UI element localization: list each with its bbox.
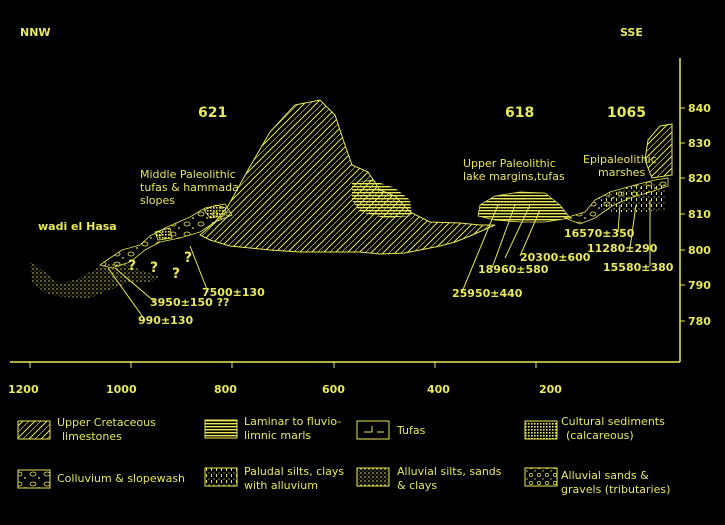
x-tick-800: 800 bbox=[214, 383, 237, 396]
legend-label: with alluvium bbox=[244, 479, 318, 492]
date-20300: 20300±600 bbox=[520, 251, 591, 264]
direction-right: SSE bbox=[620, 26, 643, 39]
cretaceous-massif bbox=[199, 99, 496, 255]
legend-label: gravels (tributaries) bbox=[561, 483, 670, 496]
y-tick-830: 830 bbox=[688, 137, 711, 150]
question-mark: ? bbox=[150, 260, 158, 276]
site-number-618: 618 bbox=[505, 105, 534, 121]
legend-label: limestones bbox=[62, 430, 122, 443]
y-tick-810: 810 bbox=[688, 208, 711, 221]
laminar-marls-block bbox=[352, 180, 412, 218]
date-16570: 16570±350 bbox=[564, 227, 635, 240]
date-990: 990±130 bbox=[138, 314, 193, 327]
date-3950: 3950±150 ?? bbox=[150, 296, 229, 309]
site-number-621: 621 bbox=[198, 105, 227, 121]
legend-label: Alluvial sands & bbox=[561, 469, 649, 482]
alluvial-fill-left bbox=[30, 262, 160, 298]
annotation-upper-paleolithic: Upper Paleolithic lake margins,tufas bbox=[463, 157, 565, 183]
legend-label: Paludal silts, clays bbox=[244, 465, 344, 478]
legend-swatch-tufas bbox=[356, 420, 390, 440]
y-tick-820: 820 bbox=[688, 172, 711, 185]
leader-lines bbox=[107, 200, 651, 321]
legend: Upper Cretaceous limestones Laminar to f… bbox=[17, 415, 670, 496]
legend-swatch-colluvium bbox=[17, 469, 51, 489]
annotation-line: Epipaleolithic bbox=[583, 153, 657, 166]
annotation-middle-paleolithic: Middle Paleolithic tufas & hammada slope… bbox=[140, 168, 239, 207]
legend-swatch-alluvial bbox=[356, 467, 390, 487]
place-label: wadi el Hasa bbox=[38, 220, 117, 233]
legend-label: (calcareous) bbox=[566, 429, 634, 442]
legend-label: Laminar to fluvio- bbox=[244, 415, 341, 428]
annotation-epipaleolithic: Epipaleolithic marshes bbox=[583, 153, 657, 179]
date-7500: 7500±130 bbox=[202, 286, 265, 299]
legend-swatch-laminar bbox=[204, 419, 238, 439]
lake-margin-cultural bbox=[490, 198, 530, 214]
site-number-1065: 1065 bbox=[607, 105, 646, 121]
date-11280: 11280±290 bbox=[587, 242, 658, 255]
x-axis: 1200 1000 800 600 400 200 bbox=[8, 361, 680, 396]
x-tick-1000: 1000 bbox=[106, 383, 137, 396]
x-tick-400: 400 bbox=[427, 383, 450, 396]
x-tick-600: 600 bbox=[322, 383, 345, 396]
legend-swatch-gravels bbox=[524, 467, 558, 487]
annotation-line: lake margins,tufas bbox=[463, 170, 565, 183]
question-mark: ? bbox=[184, 250, 192, 266]
legend-label: limnic marls bbox=[244, 429, 311, 442]
annotation-line: marshes bbox=[598, 166, 645, 179]
legend-label: Alluvial silts, sands bbox=[397, 465, 502, 478]
legend-label: Colluvium & slopewash bbox=[57, 472, 185, 485]
y-axis: 840 830 820 810 800 790 780 bbox=[679, 58, 711, 362]
y-tick-840: 840 bbox=[688, 102, 711, 115]
y-tick-790: 790 bbox=[688, 279, 711, 292]
legend-label: Tufas bbox=[396, 424, 426, 437]
annotation-line: Upper Paleolithic bbox=[463, 157, 556, 170]
cretaceous-right-edge bbox=[644, 123, 673, 179]
date-25950: 25950±440 bbox=[452, 287, 523, 300]
tufa-patch-left2 bbox=[154, 227, 173, 241]
legend-swatch-cultural bbox=[524, 420, 558, 440]
tufa-patch-left bbox=[203, 204, 227, 219]
x-tick-1200: 1200 bbox=[8, 383, 39, 396]
geology-profile bbox=[30, 99, 673, 298]
annotation-line: tufas & hammada bbox=[140, 181, 239, 194]
annotation-line: slopes bbox=[140, 194, 175, 207]
question-mark: ? bbox=[172, 266, 180, 282]
date-15580: 15580±380 bbox=[603, 261, 674, 274]
question-mark: ? bbox=[128, 258, 136, 274]
legend-label: Cultural sediments bbox=[561, 415, 665, 428]
direction-left: NNW bbox=[20, 26, 51, 39]
legend-label: & clays bbox=[397, 479, 437, 492]
date-18960: 18960±580 bbox=[478, 263, 549, 276]
legend-label: Upper Cretaceous bbox=[57, 416, 156, 429]
y-tick-800: 800 bbox=[688, 244, 711, 257]
legend-swatch-cretaceous bbox=[17, 420, 51, 440]
x-tick-200: 200 bbox=[539, 383, 562, 396]
paludal-marsh-deposits bbox=[600, 183, 665, 212]
legend-swatch-paludal bbox=[204, 467, 238, 487]
annotation-line: Middle Paleolithic bbox=[140, 168, 236, 181]
y-tick-780: 780 bbox=[688, 315, 711, 328]
